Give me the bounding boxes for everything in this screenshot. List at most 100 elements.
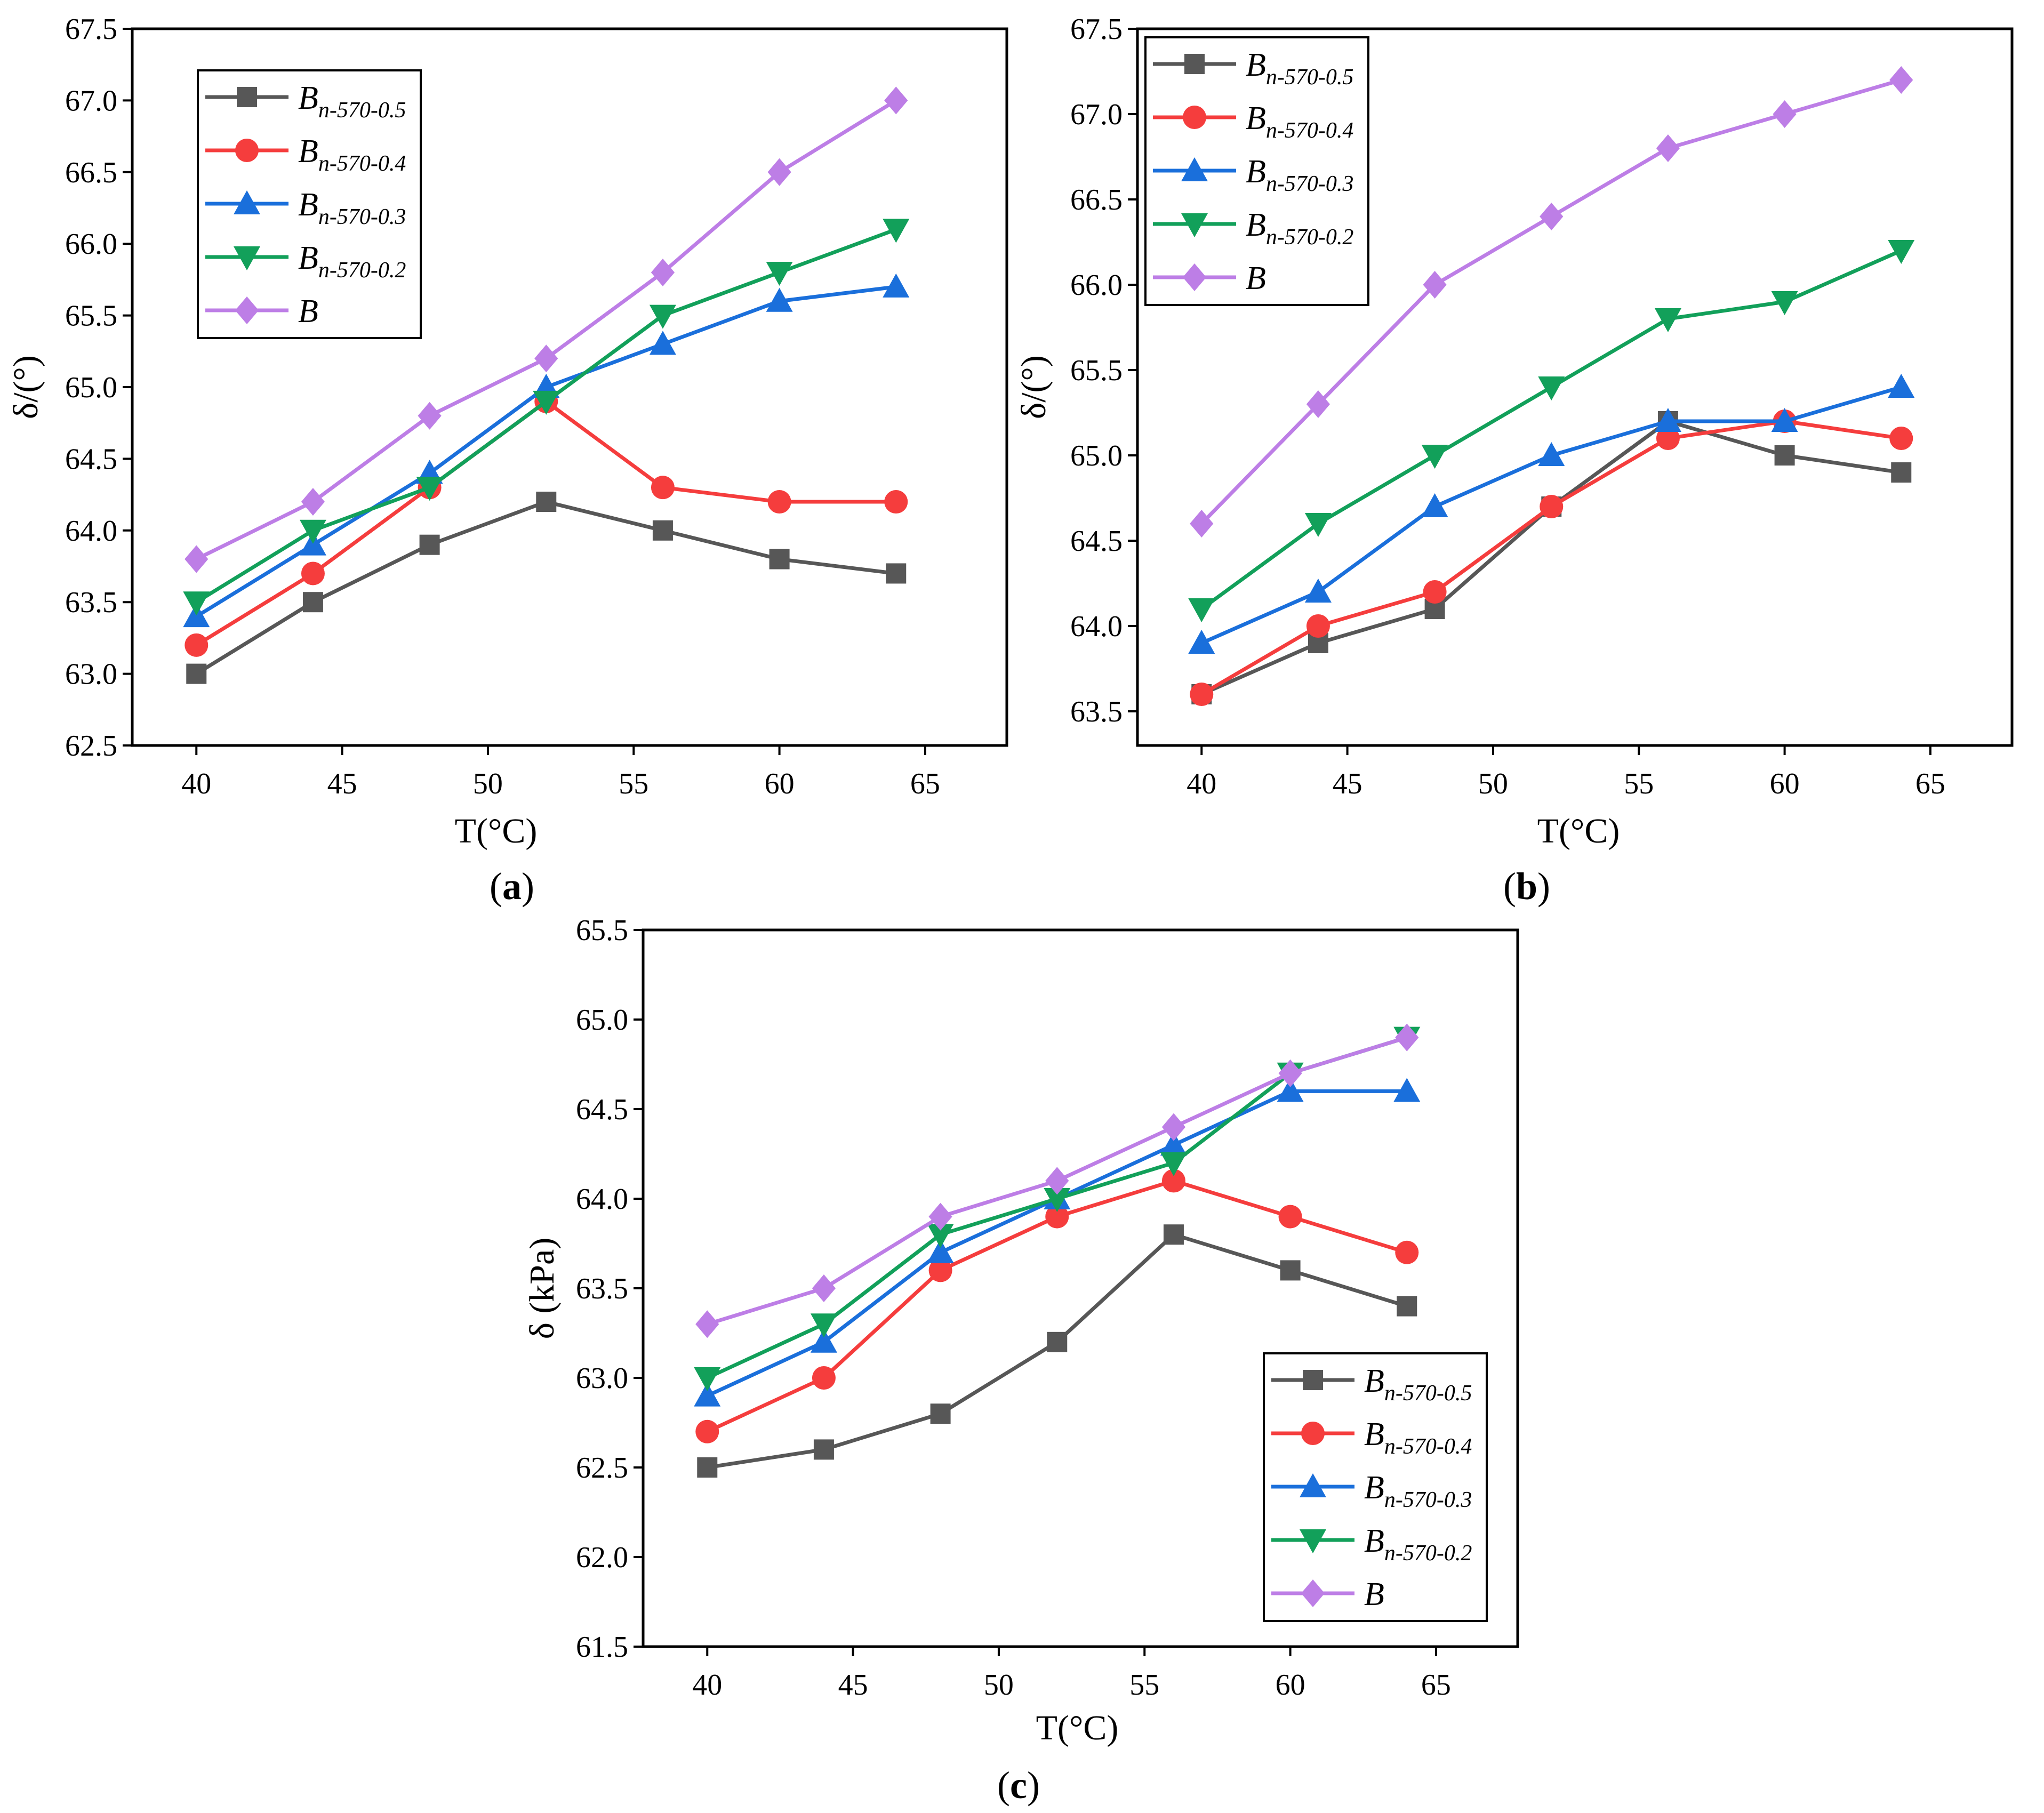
legend-base: B bbox=[1246, 154, 1266, 190]
data-point bbox=[927, 1239, 954, 1263]
data-point bbox=[1045, 1167, 1069, 1195]
legend: Bn-570-0.5Bn-570-0.4Bn-570-0.3Bn-570-0.2… bbox=[197, 69, 422, 339]
data-point bbox=[1397, 1296, 1417, 1317]
data-point bbox=[1654, 308, 1681, 332]
data-point bbox=[930, 1403, 951, 1424]
data-point bbox=[767, 490, 791, 514]
legend-marker bbox=[1303, 1370, 1323, 1390]
legend: Bn-570-0.5Bn-570-0.4Bn-570-0.3Bn-570-0.2… bbox=[1144, 36, 1369, 306]
x-tick-label: 45 bbox=[838, 1668, 868, 1702]
data-point bbox=[534, 344, 558, 373]
data-point bbox=[185, 545, 209, 573]
data-point bbox=[928, 1202, 952, 1231]
y-axis-title: δ/(°) bbox=[6, 355, 45, 419]
legend-entry: Bn-570-0.3 bbox=[1246, 154, 1353, 196]
data-point bbox=[886, 563, 907, 584]
data-point bbox=[1773, 100, 1797, 128]
data-point bbox=[1889, 66, 1913, 94]
data-point bbox=[1188, 630, 1215, 654]
legend: Bn-570-0.5Bn-570-0.4Bn-570-0.3Bn-570-0.2… bbox=[1263, 1352, 1488, 1622]
legend-sub: n-570-0.3 bbox=[1384, 1488, 1472, 1512]
legend-sub: n-570-0.4 bbox=[1384, 1434, 1472, 1459]
y-tick-label: 65.0 bbox=[1070, 439, 1123, 472]
legend-marker bbox=[1300, 1529, 1326, 1553]
data-point bbox=[1277, 1078, 1304, 1102]
data-point bbox=[649, 304, 676, 329]
data-point bbox=[766, 287, 793, 312]
data-point bbox=[1306, 390, 1330, 418]
y-tick-label: 64.5 bbox=[1070, 525, 1123, 558]
data-point bbox=[1395, 1023, 1419, 1052]
data-point bbox=[1540, 495, 1564, 518]
legend-entry: Bn-570-0.3 bbox=[1364, 1470, 1472, 1512]
legend-sub: n-570-0.3 bbox=[318, 205, 406, 229]
legend-base: B bbox=[298, 293, 318, 330]
legend-sub: n-570-0.5 bbox=[318, 98, 406, 123]
data-point bbox=[883, 273, 910, 298]
panel-letter: b bbox=[1516, 865, 1537, 908]
y-tick-label: 65.0 bbox=[65, 371, 117, 404]
legend-base: B bbox=[298, 80, 318, 116]
series-B bbox=[695, 1023, 1419, 1338]
y-axis-title: δ (kPa) bbox=[523, 1238, 562, 1339]
y-tick-label: 67.5 bbox=[65, 13, 117, 46]
legend-marker bbox=[1181, 157, 1208, 181]
data-point bbox=[694, 1367, 721, 1391]
legend-sub: n-570-0.4 bbox=[318, 151, 406, 176]
series-Bn-570-0.5 bbox=[186, 492, 907, 684]
data-point bbox=[1538, 376, 1565, 400]
legend-marker bbox=[234, 246, 260, 270]
y-tick-label: 64.5 bbox=[65, 443, 117, 476]
legend-entry: Bn-570-0.2 bbox=[1364, 1523, 1472, 1566]
legend-marker bbox=[237, 87, 257, 107]
data-point bbox=[1190, 683, 1214, 706]
data-point bbox=[649, 331, 676, 355]
legend-base: B bbox=[298, 240, 318, 276]
data-point bbox=[536, 492, 557, 512]
legend-marker bbox=[235, 139, 259, 162]
plot-frame bbox=[1136, 27, 2014, 747]
data-point bbox=[1656, 427, 1680, 450]
y-tick-label: 67.5 bbox=[1070, 13, 1123, 46]
x-tick-label: 45 bbox=[1333, 767, 1362, 800]
data-point bbox=[1421, 493, 1448, 517]
data-point bbox=[1047, 1331, 1068, 1352]
x-tick-label: 65 bbox=[1421, 1668, 1451, 1702]
legend-sub: n-570-0.3 bbox=[1266, 172, 1353, 196]
data-point bbox=[186, 663, 207, 684]
legend-marker bbox=[1183, 106, 1206, 129]
x-axis-title: T(°C) bbox=[1036, 1708, 1119, 1747]
data-point bbox=[1163, 1224, 1184, 1245]
y-tick-label: 67.0 bbox=[65, 84, 117, 117]
data-point bbox=[766, 261, 793, 286]
legend-base: B bbox=[298, 133, 318, 170]
data-point bbox=[1423, 580, 1447, 604]
x-tick-label: 55 bbox=[1129, 1668, 1159, 1702]
data-point bbox=[416, 477, 443, 501]
y-tick-label: 63.5 bbox=[65, 586, 117, 619]
data-point bbox=[697, 1457, 718, 1478]
legend-entry: Bn-570-0.4 bbox=[298, 133, 406, 176]
data-point bbox=[883, 219, 910, 243]
data-point bbox=[185, 633, 209, 657]
y-tick-label: 65.0 bbox=[576, 1004, 628, 1037]
legend-entry: Bn-570-0.5 bbox=[1246, 47, 1353, 90]
panel-paren-open: ( bbox=[997, 1764, 1010, 1807]
legend-marker bbox=[1182, 263, 1207, 291]
y-tick-label: 66.0 bbox=[1070, 269, 1123, 302]
legend-entry: B bbox=[1246, 260, 1266, 296]
data-point bbox=[302, 592, 323, 613]
y-tick-label: 62.0 bbox=[576, 1541, 628, 1574]
panel-paren-open: ( bbox=[490, 865, 502, 908]
data-point bbox=[927, 1224, 954, 1248]
data-point bbox=[813, 1439, 834, 1460]
data-point bbox=[1774, 445, 1795, 466]
legend-sub: n-570-0.2 bbox=[1266, 225, 1353, 250]
data-point bbox=[299, 519, 326, 544]
data-point bbox=[1888, 374, 1915, 398]
data-point bbox=[812, 1366, 836, 1390]
data-point bbox=[1891, 462, 1912, 483]
x-tick-label: 65 bbox=[1915, 767, 1945, 800]
data-point bbox=[884, 490, 908, 514]
